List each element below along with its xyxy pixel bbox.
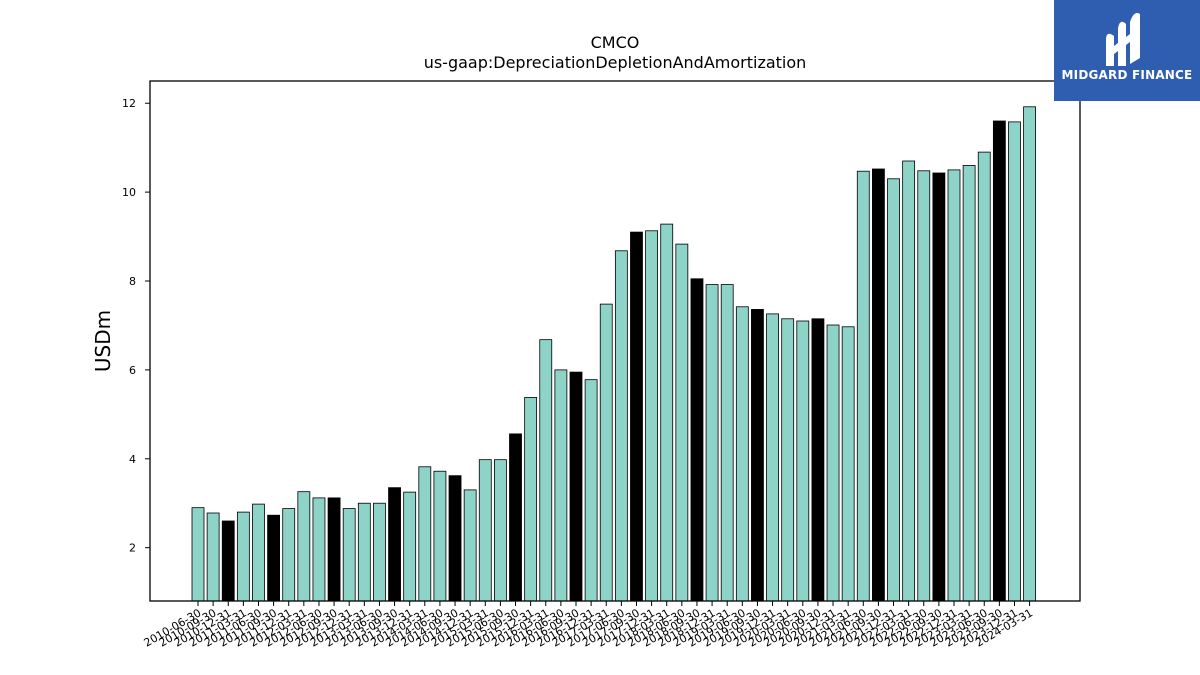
bar-2019-03-31 <box>720 284 734 602</box>
bar-2014-03-31 <box>418 466 432 602</box>
bar-2021-12-31 <box>887 178 900 602</box>
y-tick-label: 12 <box>122 97 136 110</box>
bar-2012-03-31 <box>297 491 311 602</box>
bar-2020-09-30 <box>811 318 825 602</box>
bar-2018-03-31 <box>660 223 674 602</box>
bar-2017-06-30 <box>614 250 628 602</box>
bar-2022-12-31 <box>947 169 961 602</box>
bar-2018-06-30 <box>675 243 689 602</box>
y-axis-label: USDm <box>91 310 115 372</box>
bar-2011-09-30 <box>267 514 281 602</box>
y-tick-label: 4 <box>129 453 136 466</box>
bar-2018-12-31 <box>705 284 719 602</box>
bar-2011-12-31 <box>282 508 296 602</box>
midgard-logo-icon <box>1106 13 1140 66</box>
bar-2017-12-31 <box>645 230 658 602</box>
bar-2015-06-30 <box>493 459 507 602</box>
bar-2020-12-31 <box>826 324 840 602</box>
bar-2021-06-30 <box>856 170 870 602</box>
bar-2015-12-31 <box>524 397 538 602</box>
bar-2010-12-31 <box>221 520 235 602</box>
bar-2015-09-30 <box>509 433 522 602</box>
bar-2016-12-31 <box>584 379 598 602</box>
brand-name: MIDGARD FINANCE <box>1061 68 1193 82</box>
bar-2014-09-30 <box>448 475 462 602</box>
bar-2019-09-30 <box>751 309 764 602</box>
y-axis: 2 4 6 8 10 12 <box>122 97 150 555</box>
bar-2017-09-30 <box>630 231 643 602</box>
bar-2019-12-31 <box>766 313 779 602</box>
bar-2015-03-31 <box>478 459 492 602</box>
bar-2021-03-31 <box>841 326 855 602</box>
bar-2011-06-30 <box>252 503 265 602</box>
plot-frame <box>149 80 1081 602</box>
bar-2014-06-30 <box>433 470 447 602</box>
bar-2010-09-30 <box>206 512 220 602</box>
bar-2023-03-31 <box>962 165 976 602</box>
bar-2020-06-30 <box>796 320 810 602</box>
bar-2010-06-30 <box>191 507 205 602</box>
plot-area <box>191 106 1036 602</box>
bar-2016-09-30 <box>569 371 583 602</box>
bar-2013-03-31 <box>357 502 371 602</box>
bar-2022-09-30 <box>932 172 946 602</box>
bar-2012-06-30 <box>312 497 326 602</box>
bar-2022-06-30 <box>917 170 931 602</box>
y-tick-label: 10 <box>122 186 136 199</box>
bar-2023-09-30 <box>992 120 1006 602</box>
bar-2017-03-31 <box>599 303 613 602</box>
bar-2020-03-31 <box>781 318 795 602</box>
brand-logo: MIDGARD FINANCE <box>1054 0 1200 101</box>
bar-2012-09-30 <box>327 497 341 602</box>
y-tick-label: 6 <box>129 364 136 377</box>
bar-2011-03-31 <box>236 511 250 602</box>
chart-title: CMCO <box>591 33 640 52</box>
bar-2013-06-30 <box>373 502 386 602</box>
bar-2014-12-31 <box>463 489 477 602</box>
bar-2016-06-30 <box>554 369 568 602</box>
bar-2022-03-31 <box>902 160 916 602</box>
bar-2024-03-31 <box>1023 106 1036 602</box>
bar-2021-09-30 <box>872 168 885 602</box>
bar-2023-06-30 <box>977 151 991 602</box>
bar-2018-09-30 <box>690 278 704 602</box>
chart-subtitle: us-gaap:DepreciationDepletionAndAmortiza… <box>424 53 807 72</box>
bar-2019-06-30 <box>735 306 749 602</box>
bar-2023-12-31 <box>1008 121 1021 602</box>
bar-2013-09-30 <box>388 487 401 602</box>
y-tick-label: 2 <box>129 542 136 555</box>
x-axis: 2010-06-302010-09-302010-12-312011-03-31… <box>142 601 1035 650</box>
bar-2013-12-31 <box>403 491 417 602</box>
bar-2016-03-31 <box>539 339 553 602</box>
y-tick-label: 8 <box>129 275 136 288</box>
bar-2012-12-31 <box>342 508 356 602</box>
